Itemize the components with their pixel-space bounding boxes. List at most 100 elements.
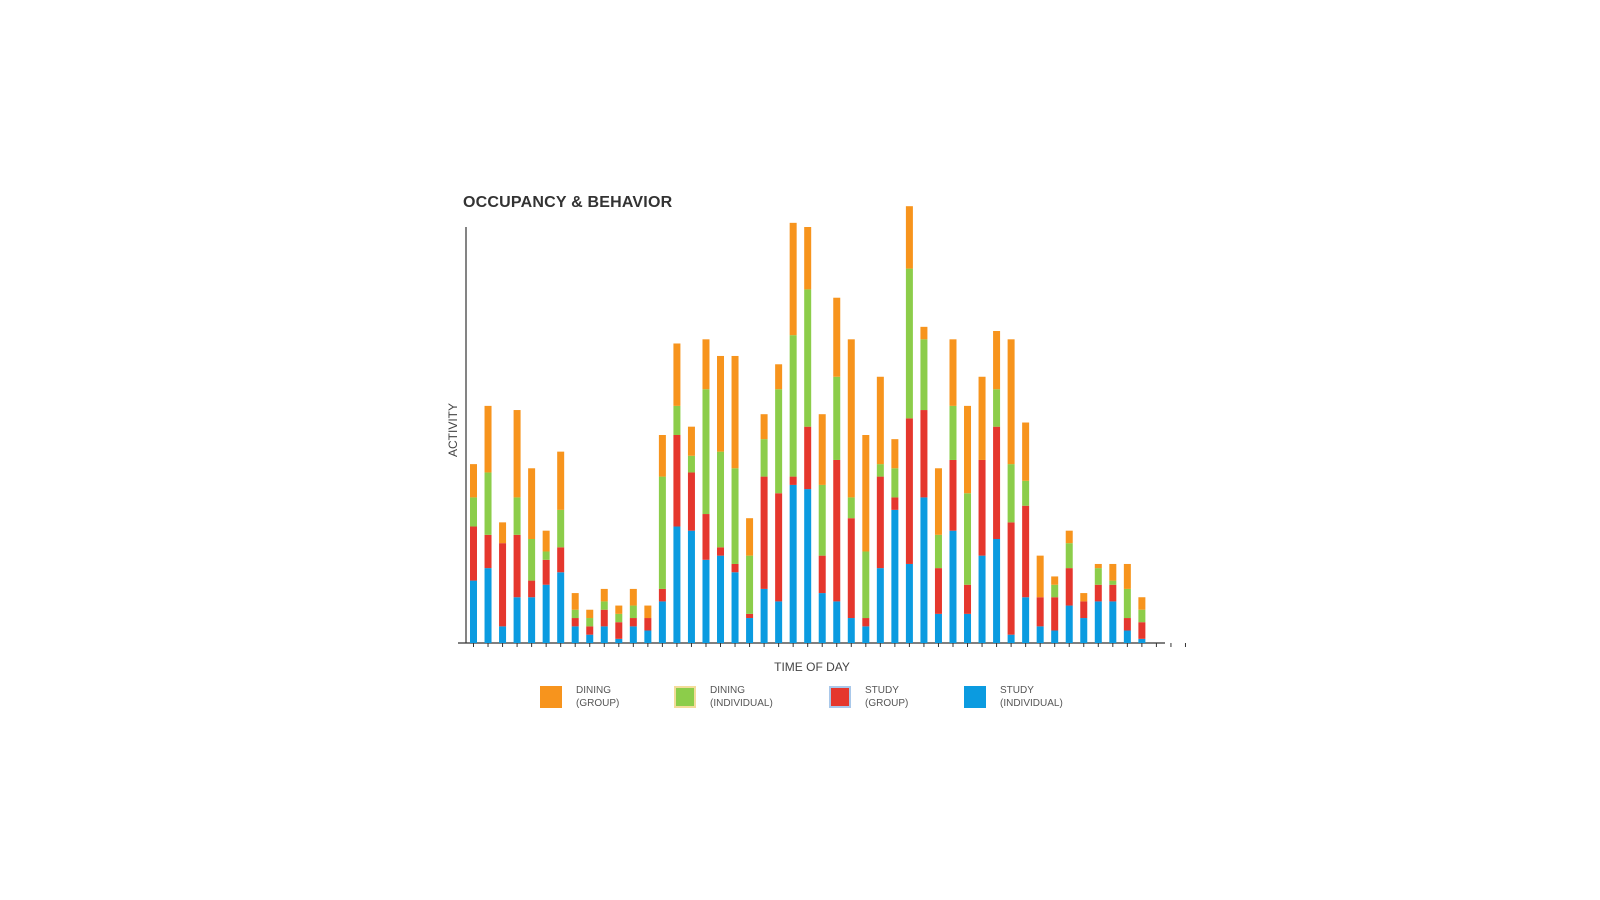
bar-segment (775, 493, 783, 602)
bar-segment (789, 484, 797, 643)
bar-segment (804, 227, 812, 290)
legend-swatch-study-individual (964, 686, 986, 708)
bar-segment (760, 439, 768, 477)
bar-segment (891, 509, 899, 643)
bar-segment (905, 206, 913, 269)
bar-segment (1094, 568, 1102, 585)
bar-segment (600, 626, 608, 643)
bar-segment (542, 559, 550, 585)
bar-segment (484, 534, 492, 569)
bar-segment (629, 605, 637, 619)
legend-label-line2: (GROUP) (865, 698, 909, 709)
bar-segment (717, 355, 725, 452)
bar-segment (731, 355, 739, 469)
bar-segment (934, 613, 942, 643)
bar-segment (687, 530, 695, 643)
legend-item-study-group: STUDY (GROUP) (829, 684, 908, 710)
bar-segment (847, 518, 855, 619)
bar-segment (513, 410, 521, 498)
bar-segment (949, 459, 957, 531)
bar-segment (833, 601, 841, 643)
bar-segment (731, 563, 739, 573)
bar-segment (673, 405, 681, 435)
bar-segment (615, 613, 623, 623)
bar-segment (542, 551, 550, 560)
bar-segment (717, 451, 725, 548)
bar-segment (1123, 618, 1131, 631)
bar-segment (731, 572, 739, 643)
bar-segment (717, 547, 725, 556)
bar-segment (949, 530, 957, 643)
bar-segment (833, 376, 841, 460)
bar-segment (862, 551, 870, 619)
bar-segment (993, 426, 1001, 539)
bar-segment (1022, 597, 1030, 643)
bar-segment (789, 476, 797, 485)
bar-segment (1123, 588, 1131, 619)
bar-segment (484, 568, 492, 643)
bar-segment (862, 435, 870, 552)
bar-segment (993, 539, 1001, 643)
bar-segment (702, 514, 710, 560)
bar-segment (1109, 580, 1117, 585)
bar-segment (702, 559, 710, 643)
bar-segment (1138, 638, 1146, 643)
bar-segment (746, 555, 754, 614)
bar-segment (513, 497, 521, 535)
bar-segment (1123, 630, 1131, 643)
bar-segment (513, 597, 521, 643)
bar-segment (1036, 626, 1044, 643)
legend-label-line1: DINING (710, 685, 745, 696)
bar-segment (571, 626, 579, 643)
bar-segment (644, 630, 652, 643)
bar-segment (920, 497, 928, 643)
bar-segment (1051, 584, 1059, 598)
bar-segment (600, 588, 608, 602)
bar-segment (847, 497, 855, 519)
bar-segment (1080, 601, 1088, 619)
bar-segment (891, 468, 899, 498)
bar-segment (804, 489, 812, 643)
bar-segment (964, 584, 972, 614)
bar-segment (847, 618, 855, 643)
bar-segment (673, 343, 681, 406)
bar-segment (658, 601, 666, 643)
bar-segment (702, 389, 710, 515)
bar-segment (978, 459, 986, 556)
bar-segment (528, 468, 536, 539)
bar-segment (775, 364, 783, 390)
bar-segment (1022, 480, 1030, 506)
bar-segment (557, 572, 565, 643)
bar-segment (789, 335, 797, 477)
bar-segment (1094, 584, 1102, 602)
bar-segment (1036, 597, 1044, 627)
bar-segment (1065, 543, 1073, 569)
bar-segment (1051, 597, 1059, 631)
bar-segment (470, 497, 477, 527)
bar-segment (687, 472, 695, 531)
bar-segment (600, 601, 608, 610)
bar-segment (978, 376, 986, 460)
bar-segment (1007, 464, 1015, 523)
bar-segment (818, 484, 826, 556)
bar-segment (905, 418, 913, 564)
bar-segment (760, 588, 768, 643)
bar-segment (746, 613, 754, 619)
bar-segment (1109, 563, 1117, 581)
bar-segment (484, 405, 492, 473)
bar-segment (789, 222, 797, 336)
bar-segment (833, 297, 841, 377)
bar-segment (470, 526, 477, 581)
bar-segment (949, 339, 957, 406)
bar-segment (470, 464, 477, 498)
bar-segment (920, 326, 928, 340)
bar-segment (934, 468, 942, 535)
bar-segment (1051, 576, 1059, 585)
bar-segment (557, 451, 565, 510)
bar-segment (1080, 618, 1088, 643)
bar-segment (775, 601, 783, 643)
bar-segment (644, 605, 652, 619)
bar-segment (1138, 609, 1146, 623)
bar-segment (1094, 563, 1102, 569)
bar-segment (1036, 555, 1044, 598)
